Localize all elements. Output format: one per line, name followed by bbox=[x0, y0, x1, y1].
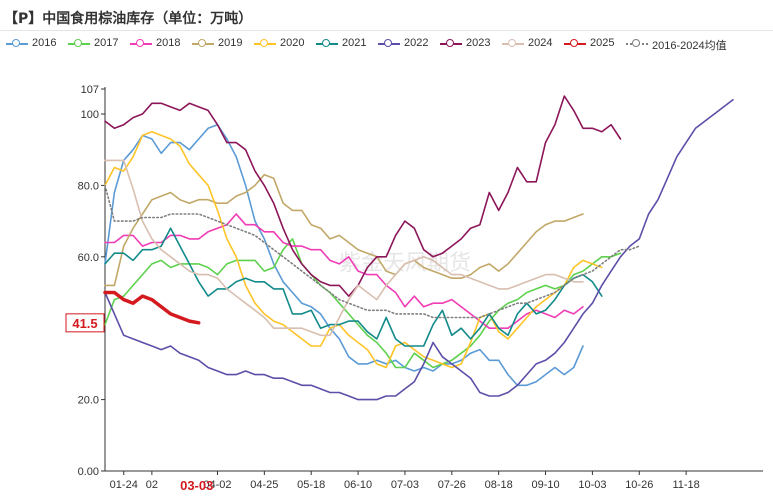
x-tick-label: 11-18 bbox=[672, 479, 699, 491]
y-tick-label: 60.0 bbox=[78, 252, 99, 264]
legend-marker-icon bbox=[74, 39, 82, 47]
latest-value-box bbox=[65, 313, 105, 333]
y-tick-label: 100 bbox=[81, 109, 99, 121]
series-line-2021 bbox=[104, 227, 603, 347]
legend-marker-icon bbox=[508, 39, 516, 47]
date-marker-label: 03-03 bbox=[180, 478, 213, 493]
legend-label: 2017 bbox=[94, 37, 119, 49]
legend-label: 2023 bbox=[466, 37, 491, 49]
legend-marker-icon bbox=[136, 39, 144, 47]
y-tick-label: 107 bbox=[81, 84, 99, 96]
legend-label: 2020 bbox=[280, 37, 305, 49]
legend-label: 2024 bbox=[528, 37, 553, 49]
legend-marker-icon bbox=[632, 39, 640, 47]
legend-label: 2018 bbox=[156, 37, 181, 49]
series-line-2020 bbox=[104, 131, 603, 369]
series-line-2025 bbox=[103, 290, 201, 325]
series-line-2022 bbox=[104, 98, 734, 401]
legend-label: 2025 bbox=[590, 37, 615, 49]
legend-marker-icon bbox=[12, 39, 20, 47]
legend-label: 2022 bbox=[404, 37, 429, 49]
x-tick-label: 05-18 bbox=[297, 479, 325, 491]
legend-marker-icon bbox=[446, 39, 454, 47]
legend: 2016 2017 2018 2019 2020 2021 2022 2023 2024 2025… bbox=[6, 36, 771, 52]
legend-marker-icon bbox=[260, 39, 268, 47]
legend-label: 2021 bbox=[342, 37, 367, 49]
series-line-2016 bbox=[104, 123, 584, 387]
series-line-2023 bbox=[104, 95, 622, 297]
x-tick-label: 02 bbox=[146, 479, 158, 491]
chart-title: 【P】中国食用棕油库存（单位：万吨） bbox=[4, 11, 253, 27]
x-tick-label: 06-10 bbox=[344, 479, 372, 491]
series-line-2016-2024均值 bbox=[104, 184, 641, 319]
legend-label: 2016 bbox=[32, 37, 57, 49]
legend-marker-icon bbox=[384, 39, 392, 47]
x-tick-label: 08-18 bbox=[485, 479, 513, 491]
legend-marker-icon bbox=[570, 39, 578, 47]
latest-value-label: 41.5 bbox=[72, 316, 97, 331]
legend-marker-icon bbox=[322, 39, 330, 47]
y-tick-label: 20.0 bbox=[78, 395, 99, 407]
title-divider bbox=[0, 30, 773, 31]
y-tick-label: 0.00 bbox=[78, 466, 99, 478]
series-line-2019 bbox=[104, 173, 584, 287]
x-tick-label: 10-03 bbox=[578, 479, 606, 491]
y-tick-label: 80.0 bbox=[78, 180, 99, 192]
series-line-2018 bbox=[104, 213, 584, 330]
legend-label: 2019 bbox=[218, 37, 243, 49]
series-line-2024 bbox=[104, 159, 584, 337]
x-tick-label: 10-26 bbox=[625, 479, 653, 491]
x-tick-label: 04-25 bbox=[250, 479, 278, 491]
series-line-2017 bbox=[104, 238, 622, 369]
legend-label: 2016-2024均值 bbox=[652, 40, 727, 52]
x-tick-label: 07-26 bbox=[438, 479, 466, 491]
legend-marker-icon bbox=[198, 39, 206, 47]
x-tick-label: 04-02 bbox=[203, 479, 231, 491]
x-tick-label: 07-03 bbox=[391, 479, 419, 491]
x-tick-label: 09-10 bbox=[531, 479, 559, 491]
x-tick-label: 01-24 bbox=[110, 479, 138, 491]
